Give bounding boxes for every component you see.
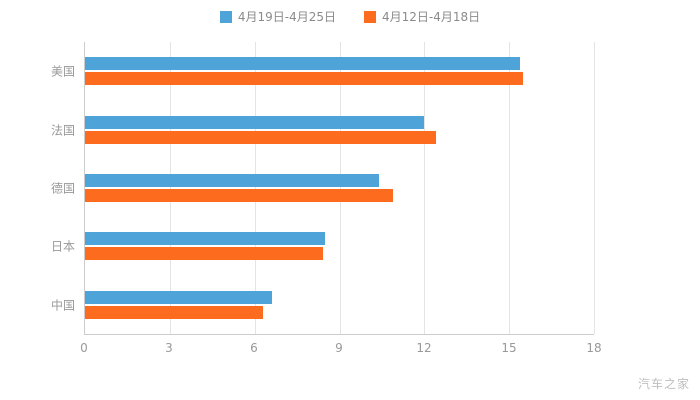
bar-series1 <box>85 115 425 129</box>
legend-label-series2: 4月12日-4月18日 <box>382 10 481 24</box>
bar-series1 <box>85 173 380 187</box>
bar-series2 <box>85 188 394 202</box>
bar-series1 <box>85 232 326 246</box>
x-tick-label: 0 <box>80 341 88 355</box>
x-tick-label: 3 <box>165 341 173 355</box>
bar-group: 美国 <box>51 57 594 86</box>
bar-series2 <box>85 130 436 144</box>
x-tick-label: 9 <box>335 341 343 355</box>
bar-group: 日本 <box>51 232 594 261</box>
x-axis-ticks: 0 3 6 9 12 15 18 <box>80 341 601 357</box>
legend-label-series1: 4月19日-4月25日 <box>237 10 336 24</box>
legend-item-series1[interactable]: 4月19日-4月25日 <box>219 8 336 25</box>
legend: 4月19日-4月25日 4月12日-4月18日 <box>0 8 700 25</box>
bar-group: 德国 <box>51 173 594 202</box>
bar-series2 <box>85 305 264 319</box>
legend-marker-series2-icon <box>364 10 376 23</box>
gridline <box>424 42 426 334</box>
bar-series2 <box>85 72 524 86</box>
gridlines <box>85 42 595 334</box>
gridline <box>594 42 595 334</box>
legend-item-series2[interactable]: 4月12日-4月18日 <box>364 8 480 25</box>
category-label: 中国 <box>50 298 75 313</box>
category-label: 日本 <box>50 239 75 254</box>
x-tick-label: 15 <box>501 341 517 355</box>
bar-series1 <box>85 290 272 304</box>
x-tick-label: 6 <box>250 341 258 355</box>
x-tick-label: 18 <box>586 341 602 355</box>
gridline <box>339 42 341 334</box>
category-label: 德国 <box>50 181 75 196</box>
gridline <box>509 42 511 334</box>
bar-series2 <box>85 247 323 261</box>
gridline <box>169 42 171 334</box>
category-label: 美国 <box>50 64 75 79</box>
bar-rows: 美国法国德国日本中国 <box>51 42 594 334</box>
plot-area: 美国法国德国日本中国 <box>51 42 595 335</box>
category-label: 法国 <box>50 123 75 138</box>
bar-group: 中国 <box>51 290 594 319</box>
gridline <box>254 42 256 334</box>
bar-group: 法国 <box>51 115 594 144</box>
legend-marker-series1-icon <box>219 10 232 23</box>
x-tick-label: 12 <box>416 341 432 355</box>
watermark: 汽车之家 <box>637 377 690 391</box>
bar-series1 <box>85 57 521 71</box>
